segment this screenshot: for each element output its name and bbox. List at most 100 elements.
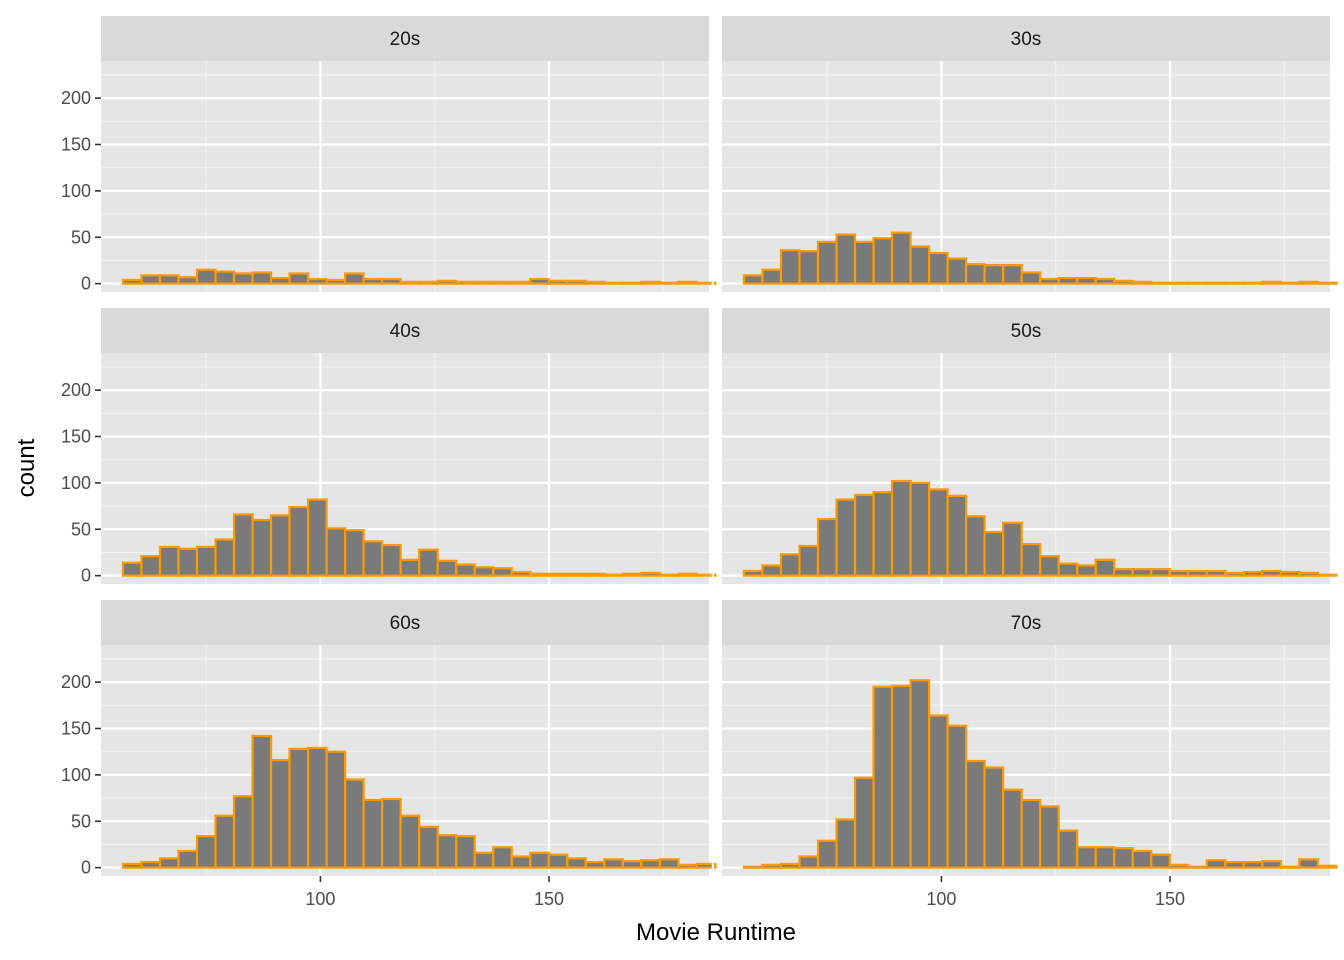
facet-panel-70s: 70s 100 150 [711, 600, 1338, 909]
histogram-bar [232, 513, 254, 577]
histogram-bar [306, 498, 328, 577]
histogram-bar [584, 860, 606, 869]
histogram-bar [566, 857, 587, 869]
histogram-bar [779, 553, 801, 577]
facet-strip-label: 50s [1011, 321, 1042, 342]
histogram-bar [965, 759, 986, 869]
histogram-bar [1039, 277, 1060, 285]
facet-panel-20s: 20s 0 50 100 150 200 [61, 16, 717, 294]
histogram-bar [418, 548, 439, 577]
facet-panels: 20s 0 50 100 150 200 30s 40s 0 50 100 150 200 50s 60s 0… [61, 16, 1338, 909]
histogram-bar [658, 281, 680, 285]
histogram-bar [1224, 281, 1245, 285]
y-tick-label: 100 [61, 473, 91, 493]
histogram-bar [177, 276, 199, 285]
histogram-bar [1076, 846, 1097, 869]
histogram-bar [965, 515, 986, 577]
histogram-bar [214, 814, 236, 869]
histogram-bar [761, 268, 783, 285]
histogram-bar [1224, 571, 1245, 577]
histogram-bar [344, 272, 365, 285]
histogram-bar [1113, 568, 1134, 577]
y-tick-label: 200 [61, 88, 91, 108]
histogram-bar [344, 529, 365, 577]
histogram-bar [436, 834, 458, 869]
histogram-bar [761, 564, 783, 577]
histogram-bar [547, 853, 569, 869]
histogram-bar [1094, 558, 1116, 577]
histogram-bar [1279, 570, 1301, 577]
histogram-bar [816, 839, 838, 869]
histogram-bar [603, 573, 624, 577]
histogram-bar [214, 538, 236, 577]
facet-strip [722, 308, 1330, 353]
histogram-bar [547, 279, 569, 285]
histogram-bar [473, 280, 495, 285]
histogram-bar [251, 518, 273, 577]
histogram-bar [621, 572, 643, 577]
histogram-bar [1131, 568, 1153, 577]
histogram-bar [140, 860, 162, 869]
histogram-bar [946, 724, 968, 869]
x-axis-title: Movie Runtime [636, 919, 796, 946]
histogram-bar [510, 855, 532, 869]
histogram-bar [473, 851, 495, 869]
histogram-bar [436, 279, 458, 285]
histogram-bar [1057, 562, 1079, 577]
histogram-bar [1168, 569, 1190, 577]
histogram-bar [1131, 849, 1153, 869]
x-tick-label: 150 [534, 889, 564, 909]
histogram-bar [603, 281, 624, 285]
histogram-bar [288, 747, 310, 869]
histogram-bar [1187, 281, 1208, 285]
histogram-bar [835, 233, 857, 285]
histogram-bar [344, 778, 365, 869]
histogram-bar [677, 280, 698, 285]
histogram-bar [214, 270, 236, 285]
histogram-bar [1279, 865, 1301, 869]
histogram-bar [909, 481, 931, 577]
histogram-bar [399, 280, 421, 285]
histogram-bar [177, 849, 199, 869]
histogram-bar [473, 566, 495, 577]
facet-strip-label: 30s [1011, 29, 1042, 50]
histogram-bar [399, 558, 421, 577]
histogram-bar [658, 573, 680, 577]
histogram-bar [1316, 864, 1338, 869]
histogram-bar [1150, 568, 1171, 577]
histogram-bar [872, 237, 894, 285]
facet-strip [722, 16, 1330, 61]
histogram-bar [983, 530, 1005, 577]
histogram-bar [158, 857, 180, 869]
histogram-bar [325, 527, 347, 577]
histogram-bar [381, 543, 402, 577]
facet-strip-label: 70s [1011, 613, 1042, 634]
histogram-bar [232, 795, 254, 869]
histogram-bar [742, 569, 764, 577]
histogram-bar [890, 684, 912, 869]
histogram-bar [779, 862, 801, 869]
histogram-bar [695, 573, 717, 577]
histogram-bar [362, 277, 384, 285]
histogram-bar [983, 263, 1005, 285]
histogram-bar [1242, 281, 1264, 285]
histogram-bar [1002, 788, 1023, 869]
histogram-bar [835, 498, 857, 577]
panel-background [101, 61, 709, 292]
histogram-bar [872, 491, 894, 577]
histogram-bar [927, 251, 949, 285]
histogram-bar [779, 249, 801, 285]
histogram-bar [909, 245, 931, 285]
histogram-bar [1242, 860, 1264, 869]
histogram-bar [603, 858, 624, 869]
histogram-bar [890, 479, 912, 577]
histogram-bar [566, 279, 587, 285]
histogram-bar [621, 860, 643, 869]
histogram-bar [1168, 281, 1190, 285]
histogram-bar [269, 758, 291, 869]
y-tick-label: 50 [71, 811, 91, 831]
histogram-bar [529, 851, 550, 869]
histogram-bar [1039, 805, 1060, 869]
histogram-bar [121, 862, 143, 869]
